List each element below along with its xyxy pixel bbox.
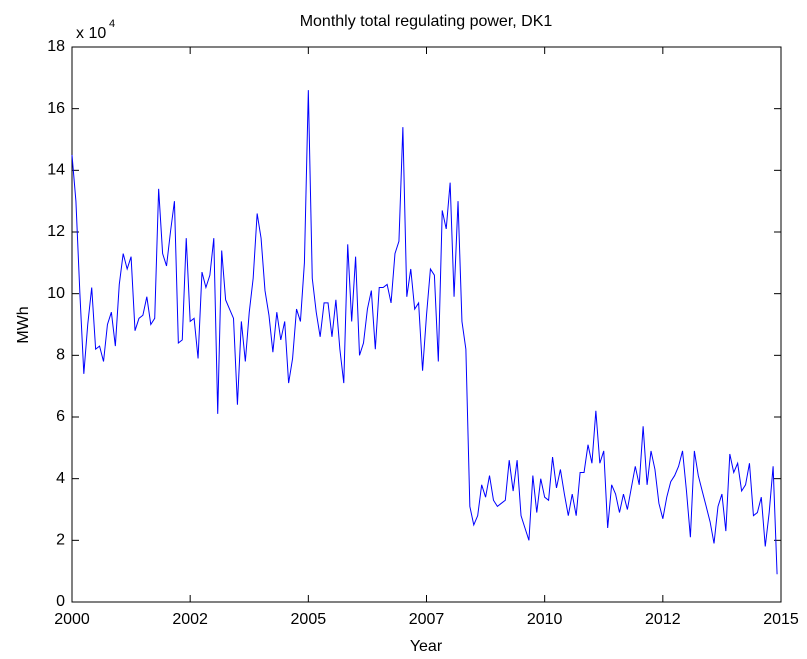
x-tick-label: 2005 [291,611,327,628]
y-tick-label: 6 [56,408,65,425]
y-tick-label: 4 [56,470,65,487]
chart-title: Monthly total regulating power, DK1 [300,13,553,30]
y-multiplier: x 10 [76,25,106,42]
x-tick-label: 2012 [645,611,681,628]
x-tick-label: 2007 [409,611,445,628]
x-tick-label: 2000 [54,611,90,628]
y-tick-label: 8 [56,347,65,364]
x-tick-label: 2015 [763,611,799,628]
plot-frame [71,46,782,603]
y-tick-label: 0 [56,593,65,610]
y-tick-label: 16 [47,100,65,117]
data-line [71,90,778,575]
y-tick-label: 18 [47,38,65,55]
y-axis-label: MWh [15,306,32,343]
y-tick-label: 12 [47,223,65,240]
x-tick-label: 2010 [527,611,563,628]
y-multiplier-exponent: 4 [109,18,115,30]
y-tick-label: 10 [47,285,65,302]
x-tick-label: 2002 [172,611,208,628]
y-tick-label: 14 [47,162,65,179]
x-axis-label: Year [410,638,443,655]
y-tick-label: 2 [56,532,65,549]
